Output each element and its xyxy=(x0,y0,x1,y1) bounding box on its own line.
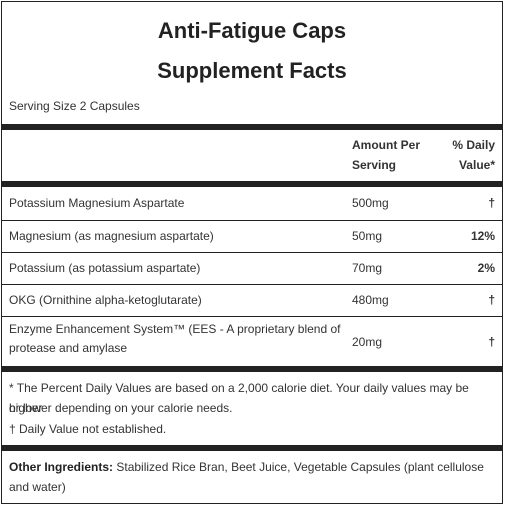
nutrient-name: Magnesium (as magnesium aspartate) xyxy=(9,229,214,243)
nutrient-name: Potassium (as potassium aspartate) xyxy=(9,261,201,275)
amount-per-serving-header: Amount Per Serving xyxy=(352,135,420,175)
other-ingredients: Other Ingredients: Stabilized Rice Bran,… xyxy=(9,457,497,497)
nutrient-dv: † xyxy=(488,196,495,210)
row-divider xyxy=(2,316,502,317)
other-ingredients-text: Stabilized Rice Bran, Beet Juice, Vegeta… xyxy=(9,460,484,494)
row-divider xyxy=(2,220,502,221)
nutrient-amount: 50mg xyxy=(352,229,383,243)
thick-divider xyxy=(2,124,502,130)
thick-divider xyxy=(2,366,502,372)
nutrient-name: OKG (Ornithine alpha-ketoglutarate) xyxy=(9,293,202,307)
row-divider xyxy=(2,284,502,285)
other-ingredients-label: Other Ingredients: xyxy=(9,460,114,474)
dv-header-line2: Value* xyxy=(458,158,495,172)
nutrient-dv: 2% xyxy=(477,261,495,275)
nutrient-name: Potassium Magnesium Aspartate xyxy=(9,196,185,210)
nutrient-dv: † xyxy=(488,335,495,349)
amount-header-line1: Amount Per xyxy=(352,138,421,152)
nutrient-name-line2: protease and amylase xyxy=(9,341,128,355)
daily-value-header: % Daily Value* xyxy=(452,135,495,175)
thick-divider xyxy=(2,181,502,187)
nutrient-dv: 12% xyxy=(470,229,495,243)
product-name: Anti-Fatigue Caps xyxy=(157,18,347,43)
dv-header-line1: % Daily xyxy=(452,138,495,152)
nutrient-amount: 480mg xyxy=(352,293,389,307)
thick-divider xyxy=(2,445,502,451)
footnote-daily-values-line1: * The Percent Daily Values are based on … xyxy=(9,381,469,415)
nutrient-name-line1: Enzyme Enhancement System™ (EES - A prop… xyxy=(9,322,341,336)
amount-header-line2: Serving xyxy=(352,158,397,172)
serving-size: Serving Size 2 Capsules xyxy=(9,99,140,113)
footnote-not-established: † Daily Value not established. xyxy=(9,422,167,436)
footnote-daily-values-line2: or lower depending on your calorie needs… xyxy=(9,401,233,415)
nutrient-amount: 70mg xyxy=(352,261,383,275)
nutrient-amount: 500mg xyxy=(352,196,389,210)
row-divider xyxy=(2,252,502,253)
panel-title: Supplement Facts xyxy=(157,58,347,83)
nutrient-dv: † xyxy=(488,293,495,307)
nutrient-amount: 20mg xyxy=(352,335,383,349)
